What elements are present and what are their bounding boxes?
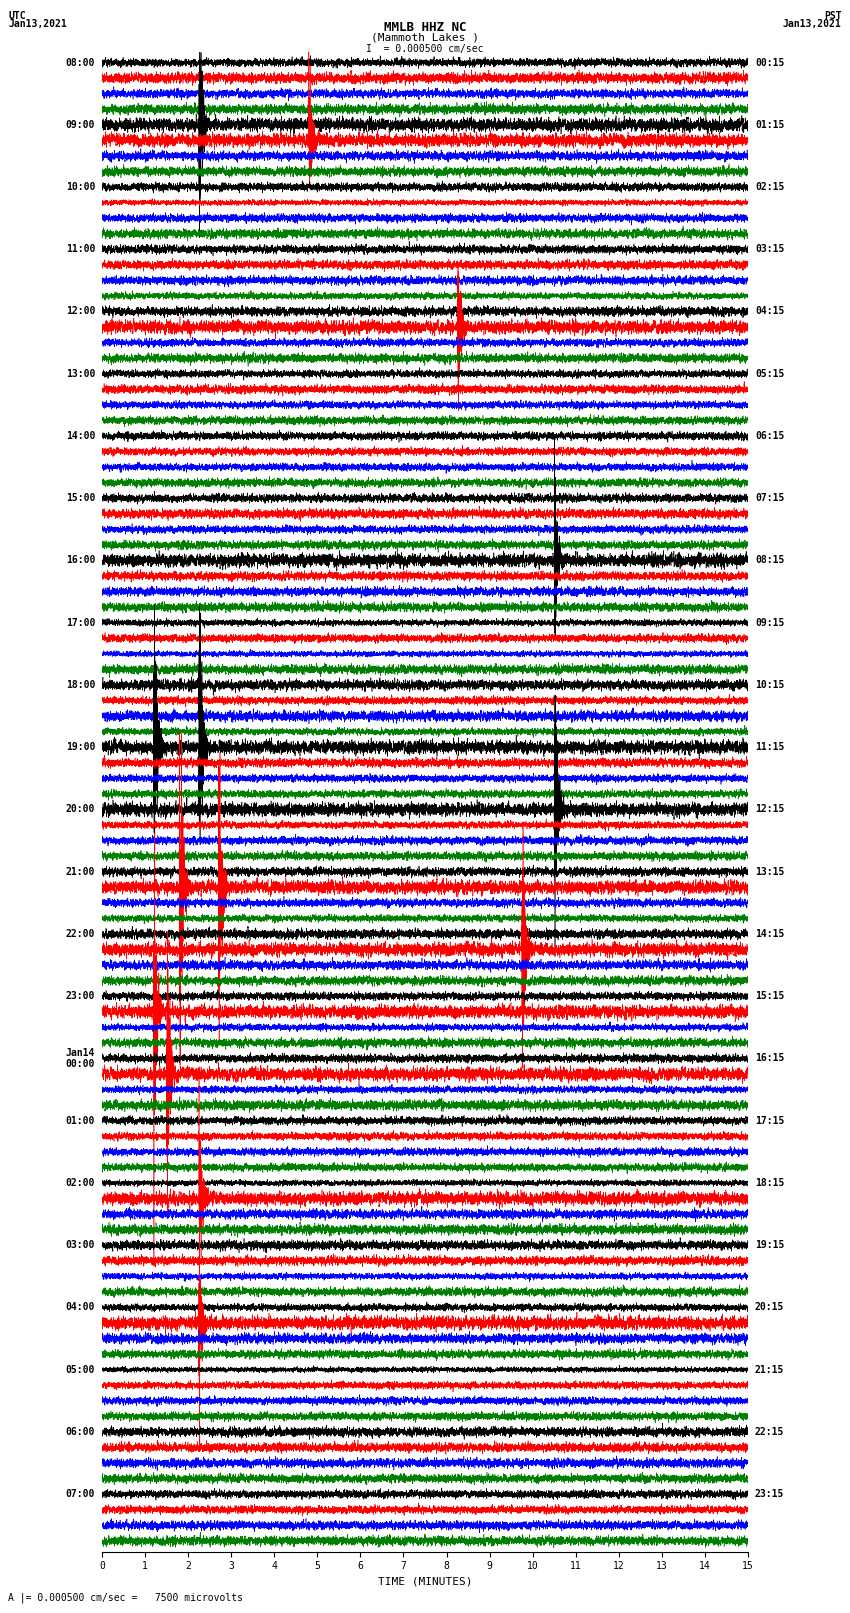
Text: UTC: UTC	[8, 11, 26, 21]
Text: 18:15: 18:15	[755, 1177, 785, 1187]
Text: 15:15: 15:15	[755, 990, 785, 1002]
Text: 10:00: 10:00	[65, 182, 95, 192]
Text: 05:15: 05:15	[755, 369, 785, 379]
Text: 02:15: 02:15	[755, 182, 785, 192]
Text: 20:15: 20:15	[755, 1302, 785, 1313]
Text: MMLB HHZ NC: MMLB HHZ NC	[383, 21, 467, 34]
Text: 09:15: 09:15	[755, 618, 785, 627]
Text: 08:15: 08:15	[755, 555, 785, 566]
Text: 03:00: 03:00	[65, 1240, 95, 1250]
Text: 22:00: 22:00	[65, 929, 95, 939]
Text: 19:00: 19:00	[65, 742, 95, 752]
Text: 20:00: 20:00	[65, 805, 95, 815]
Text: 01:15: 01:15	[755, 119, 785, 129]
Text: (Mammoth Lakes ): (Mammoth Lakes )	[371, 32, 479, 42]
Text: 08:00: 08:00	[65, 58, 95, 68]
Text: 12:15: 12:15	[755, 805, 785, 815]
Text: 23:00: 23:00	[65, 990, 95, 1002]
Text: 17:00: 17:00	[65, 618, 95, 627]
Text: 14:00: 14:00	[65, 431, 95, 440]
Text: 11:00: 11:00	[65, 244, 95, 255]
X-axis label: TIME (MINUTES): TIME (MINUTES)	[377, 1578, 473, 1587]
Text: 06:00: 06:00	[65, 1428, 95, 1437]
Text: 11:15: 11:15	[755, 742, 785, 752]
Text: 07:00: 07:00	[65, 1489, 95, 1498]
Text: 22:15: 22:15	[755, 1428, 785, 1437]
Text: 21:15: 21:15	[755, 1365, 785, 1374]
Text: 05:00: 05:00	[65, 1365, 95, 1374]
Text: 02:00: 02:00	[65, 1177, 95, 1187]
Text: 04:00: 04:00	[65, 1302, 95, 1313]
Text: 21:00: 21:00	[65, 866, 95, 877]
Text: 09:00: 09:00	[65, 119, 95, 129]
Text: 14:15: 14:15	[755, 929, 785, 939]
Text: A |= 0.000500 cm/sec =   7500 microvolts: A |= 0.000500 cm/sec = 7500 microvolts	[8, 1592, 243, 1603]
Text: 19:15: 19:15	[755, 1240, 785, 1250]
Text: 13:15: 13:15	[755, 866, 785, 877]
Text: Jan14
00:00: Jan14 00:00	[65, 1047, 95, 1069]
Text: PST: PST	[824, 11, 842, 21]
Text: 06:15: 06:15	[755, 431, 785, 440]
Text: 16:15: 16:15	[755, 1053, 785, 1063]
Text: I  = 0.000500 cm/sec: I = 0.000500 cm/sec	[366, 44, 484, 53]
Text: 15:00: 15:00	[65, 494, 95, 503]
Text: 16:00: 16:00	[65, 555, 95, 566]
Text: 10:15: 10:15	[755, 681, 785, 690]
Text: 04:15: 04:15	[755, 306, 785, 316]
Text: 12:00: 12:00	[65, 306, 95, 316]
Text: 18:00: 18:00	[65, 681, 95, 690]
Text: Jan13,2021: Jan13,2021	[8, 19, 67, 29]
Text: Jan13,2021: Jan13,2021	[783, 19, 842, 29]
Text: 17:15: 17:15	[755, 1116, 785, 1126]
Text: 23:15: 23:15	[755, 1489, 785, 1498]
Text: 01:00: 01:00	[65, 1116, 95, 1126]
Text: 13:00: 13:00	[65, 369, 95, 379]
Text: 00:15: 00:15	[755, 58, 785, 68]
Text: 07:15: 07:15	[755, 494, 785, 503]
Text: 03:15: 03:15	[755, 244, 785, 255]
